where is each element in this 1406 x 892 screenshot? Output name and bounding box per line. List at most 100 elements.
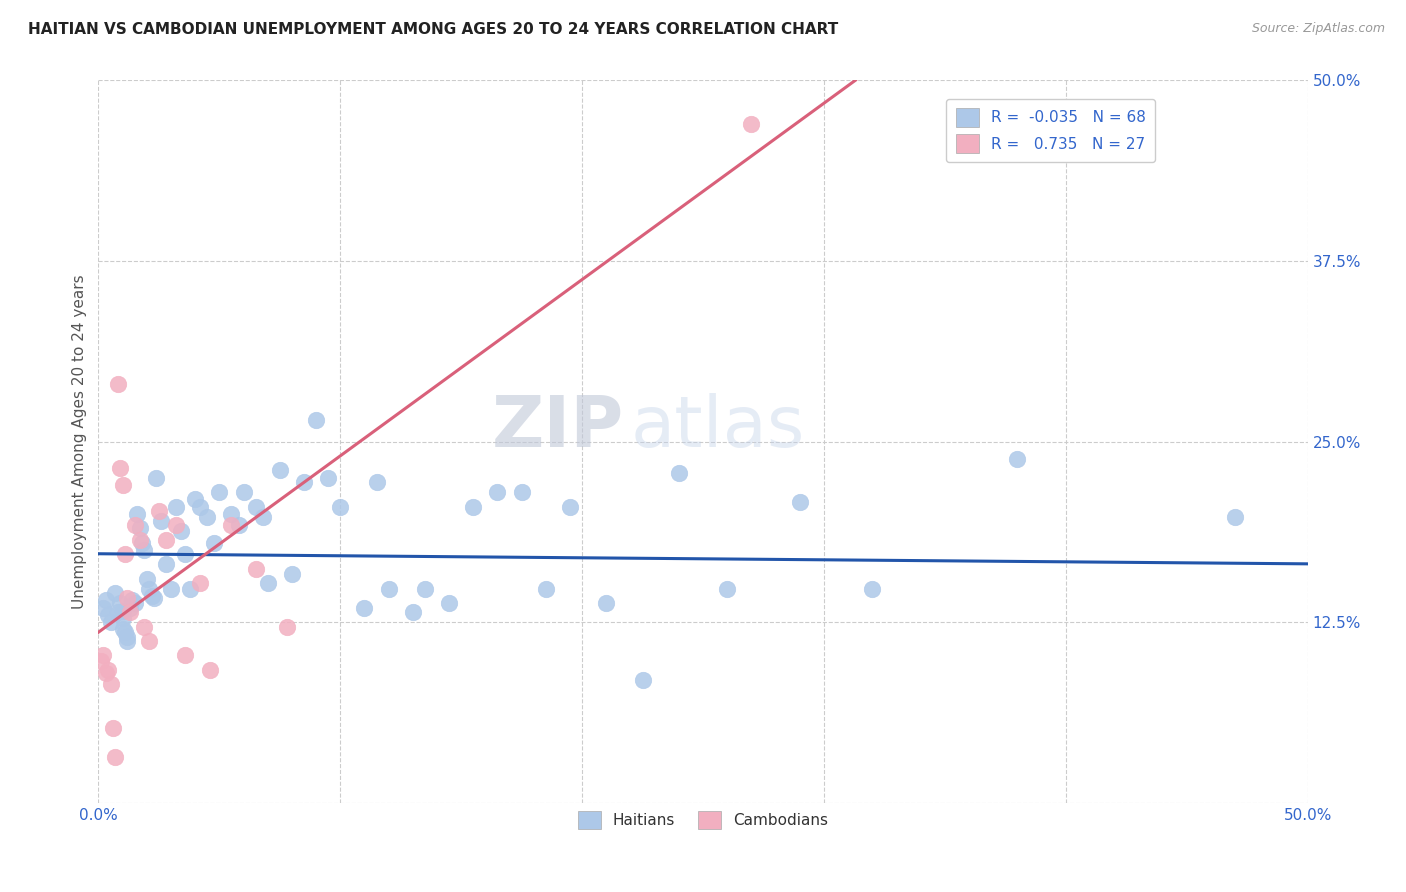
- Point: [124, 518, 146, 533]
- Point: [104, 749, 127, 764]
- Point: [100, 677, 122, 691]
- Point: [221, 518, 243, 533]
- Point: [90, 654, 112, 668]
- Point: [292, 475, 315, 489]
- Point: [121, 593, 143, 607]
- Point: [104, 586, 127, 600]
- Point: [165, 500, 187, 514]
- Point: [228, 518, 250, 533]
- Point: [437, 596, 460, 610]
- Text: ZIP: ZIP: [492, 392, 624, 461]
- Point: [111, 604, 134, 618]
- Point: [134, 542, 156, 557]
- Point: [138, 634, 160, 648]
- Point: [245, 562, 267, 576]
- Point: [377, 582, 399, 596]
- Point: [128, 533, 150, 547]
- Point: [558, 500, 581, 514]
- Point: [118, 600, 141, 615]
- Point: [135, 572, 157, 586]
- Y-axis label: Unemployment Among Ages 20 to 24 years: Unemployment Among Ages 20 to 24 years: [72, 274, 87, 609]
- Point: [128, 521, 150, 535]
- Point: [108, 596, 131, 610]
- Point: [131, 535, 153, 549]
- Point: [184, 492, 207, 507]
- Point: [150, 514, 173, 528]
- Point: [195, 509, 218, 524]
- Point: [316, 470, 339, 484]
- Point: [221, 507, 243, 521]
- Point: [169, 524, 191, 538]
- Point: [127, 507, 149, 521]
- Point: [111, 478, 134, 492]
- Point: [118, 605, 141, 619]
- Point: [143, 591, 166, 605]
- Point: [595, 596, 617, 610]
- Point: [534, 582, 557, 596]
- Point: [1223, 509, 1246, 524]
- Point: [97, 663, 120, 677]
- Point: [148, 504, 170, 518]
- Point: [138, 582, 160, 596]
- Point: [114, 625, 136, 640]
- Point: [860, 582, 883, 596]
- Point: [740, 117, 762, 131]
- Point: [134, 619, 156, 633]
- Point: [486, 485, 509, 500]
- Point: [269, 463, 291, 477]
- Point: [91, 600, 114, 615]
- Point: [353, 600, 375, 615]
- Point: [155, 533, 177, 547]
- Point: [101, 721, 124, 735]
- Point: [329, 500, 352, 514]
- Point: [204, 535, 226, 549]
- Point: [141, 589, 163, 603]
- Point: [305, 413, 328, 427]
- Point: [94, 593, 117, 607]
- Point: [94, 665, 117, 680]
- Point: [179, 582, 201, 596]
- Point: [276, 619, 298, 633]
- Text: HAITIAN VS CAMBODIAN UNEMPLOYMENT AMONG AGES 20 TO 24 YEARS CORRELATION CHART: HAITIAN VS CAMBODIAN UNEMPLOYMENT AMONG …: [28, 22, 838, 37]
- Point: [631, 673, 654, 687]
- Point: [160, 582, 183, 596]
- Point: [111, 611, 134, 625]
- Legend: Haitians, Cambodians: Haitians, Cambodians: [568, 802, 838, 838]
- Point: [100, 615, 122, 630]
- Text: Source: ZipAtlas.com: Source: ZipAtlas.com: [1251, 22, 1385, 36]
- Point: [245, 500, 267, 514]
- Point: [91, 648, 114, 663]
- Point: [174, 648, 197, 663]
- Point: [117, 634, 139, 648]
- Point: [668, 467, 690, 481]
- Point: [1007, 451, 1029, 466]
- Point: [463, 500, 485, 514]
- Text: atlas: atlas: [630, 392, 804, 461]
- Point: [155, 558, 177, 572]
- Point: [114, 547, 136, 561]
- Point: [107, 605, 129, 619]
- Point: [117, 630, 139, 644]
- Point: [510, 485, 533, 500]
- Point: [108, 460, 131, 475]
- Point: [366, 475, 388, 489]
- Point: [174, 547, 197, 561]
- Point: [789, 495, 811, 509]
- Point: [252, 509, 274, 524]
- Point: [256, 576, 278, 591]
- Point: [188, 576, 211, 591]
- Point: [198, 663, 221, 677]
- Point: [281, 567, 304, 582]
- Point: [208, 485, 231, 500]
- Point: [145, 470, 167, 484]
- Point: [413, 582, 436, 596]
- Point: [716, 582, 738, 596]
- Point: [124, 596, 146, 610]
- Point: [232, 485, 254, 500]
- Point: [111, 623, 134, 637]
- Point: [402, 605, 425, 619]
- Point: [165, 518, 187, 533]
- Point: [188, 500, 211, 514]
- Point: [97, 607, 120, 622]
- Point: [117, 591, 139, 605]
